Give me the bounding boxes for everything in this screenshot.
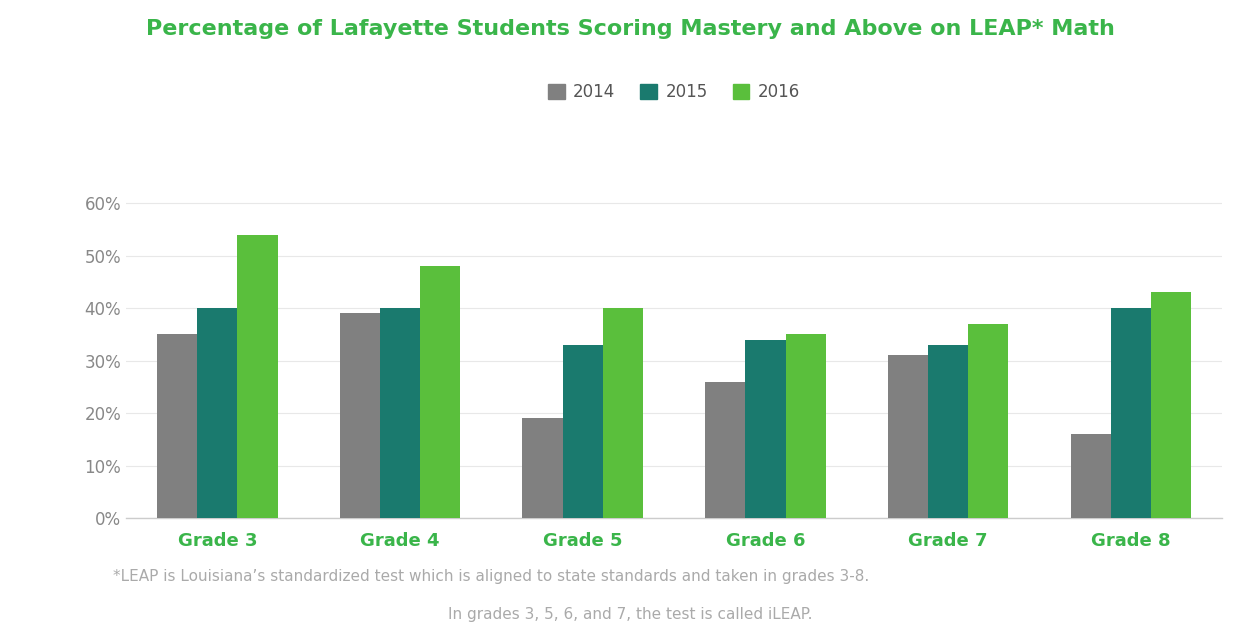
Bar: [381, 308, 420, 518]
Bar: [158, 334, 198, 518]
Bar: [602, 308, 643, 518]
Bar: [420, 266, 460, 518]
Bar: [198, 308, 237, 518]
Bar: [340, 313, 381, 518]
Bar: [523, 418, 563, 518]
Bar: [929, 345, 968, 518]
Bar: [785, 334, 825, 518]
Text: In grades 3, 5, 6, and 7, the test is called iLEAP.: In grades 3, 5, 6, and 7, the test is ca…: [447, 607, 813, 622]
Bar: [563, 345, 602, 518]
Text: Percentage of Lafayette Students Scoring Mastery and Above on LEAP* Math: Percentage of Lafayette Students Scoring…: [146, 19, 1114, 39]
Text: *LEAP is Louisiana’s standardized test which is aligned to state standards and t: *LEAP is Louisiana’s standardized test w…: [113, 569, 869, 584]
Bar: [746, 340, 785, 518]
Bar: [968, 324, 1008, 518]
Bar: [1111, 308, 1150, 518]
Legend: 2014, 2015, 2016: 2014, 2015, 2016: [542, 76, 806, 107]
Bar: [706, 382, 746, 518]
Bar: [237, 234, 277, 518]
Bar: [888, 355, 929, 518]
Bar: [1071, 434, 1111, 518]
Bar: [1150, 293, 1191, 518]
